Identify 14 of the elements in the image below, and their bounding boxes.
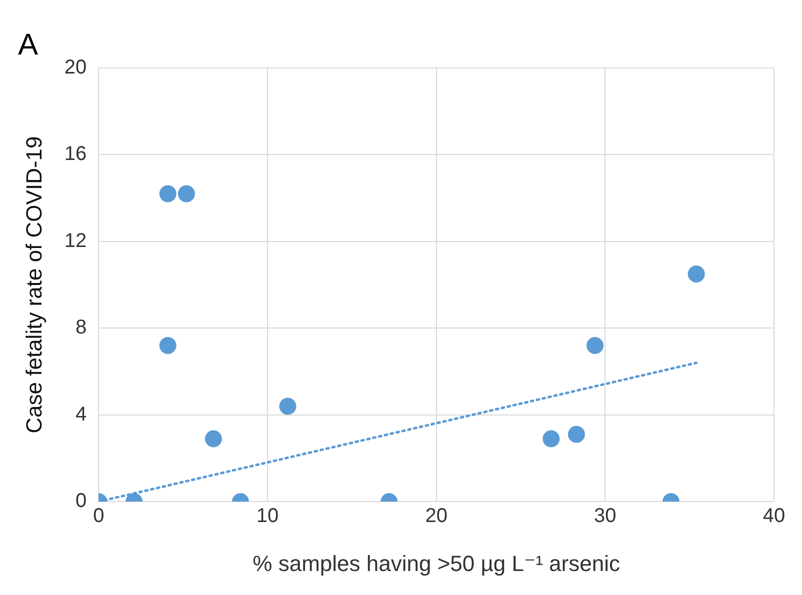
y-tick-label: 4	[76, 403, 87, 426]
x-axis-title: % samples having >50 µg L⁻¹ arsenic	[252, 550, 620, 576]
y-tick-label: 16	[64, 143, 87, 166]
y-tick-label: 0	[76, 490, 87, 512]
y-tick-label: 12	[64, 230, 87, 252]
x-tick-label: 30	[594, 505, 616, 528]
x-tick-label: 20	[425, 505, 448, 528]
y-axis-title: Case fetality rate of COVID-19	[21, 136, 46, 434]
y-tick-label: 8	[76, 316, 87, 339]
y-tick-label: 20	[64, 56, 87, 79]
x-tick-label: 40	[762, 505, 786, 528]
x-tick-label: 10	[256, 505, 279, 528]
chart-title: A	[18, 28, 38, 62]
x-tick-label: 0	[93, 505, 104, 528]
